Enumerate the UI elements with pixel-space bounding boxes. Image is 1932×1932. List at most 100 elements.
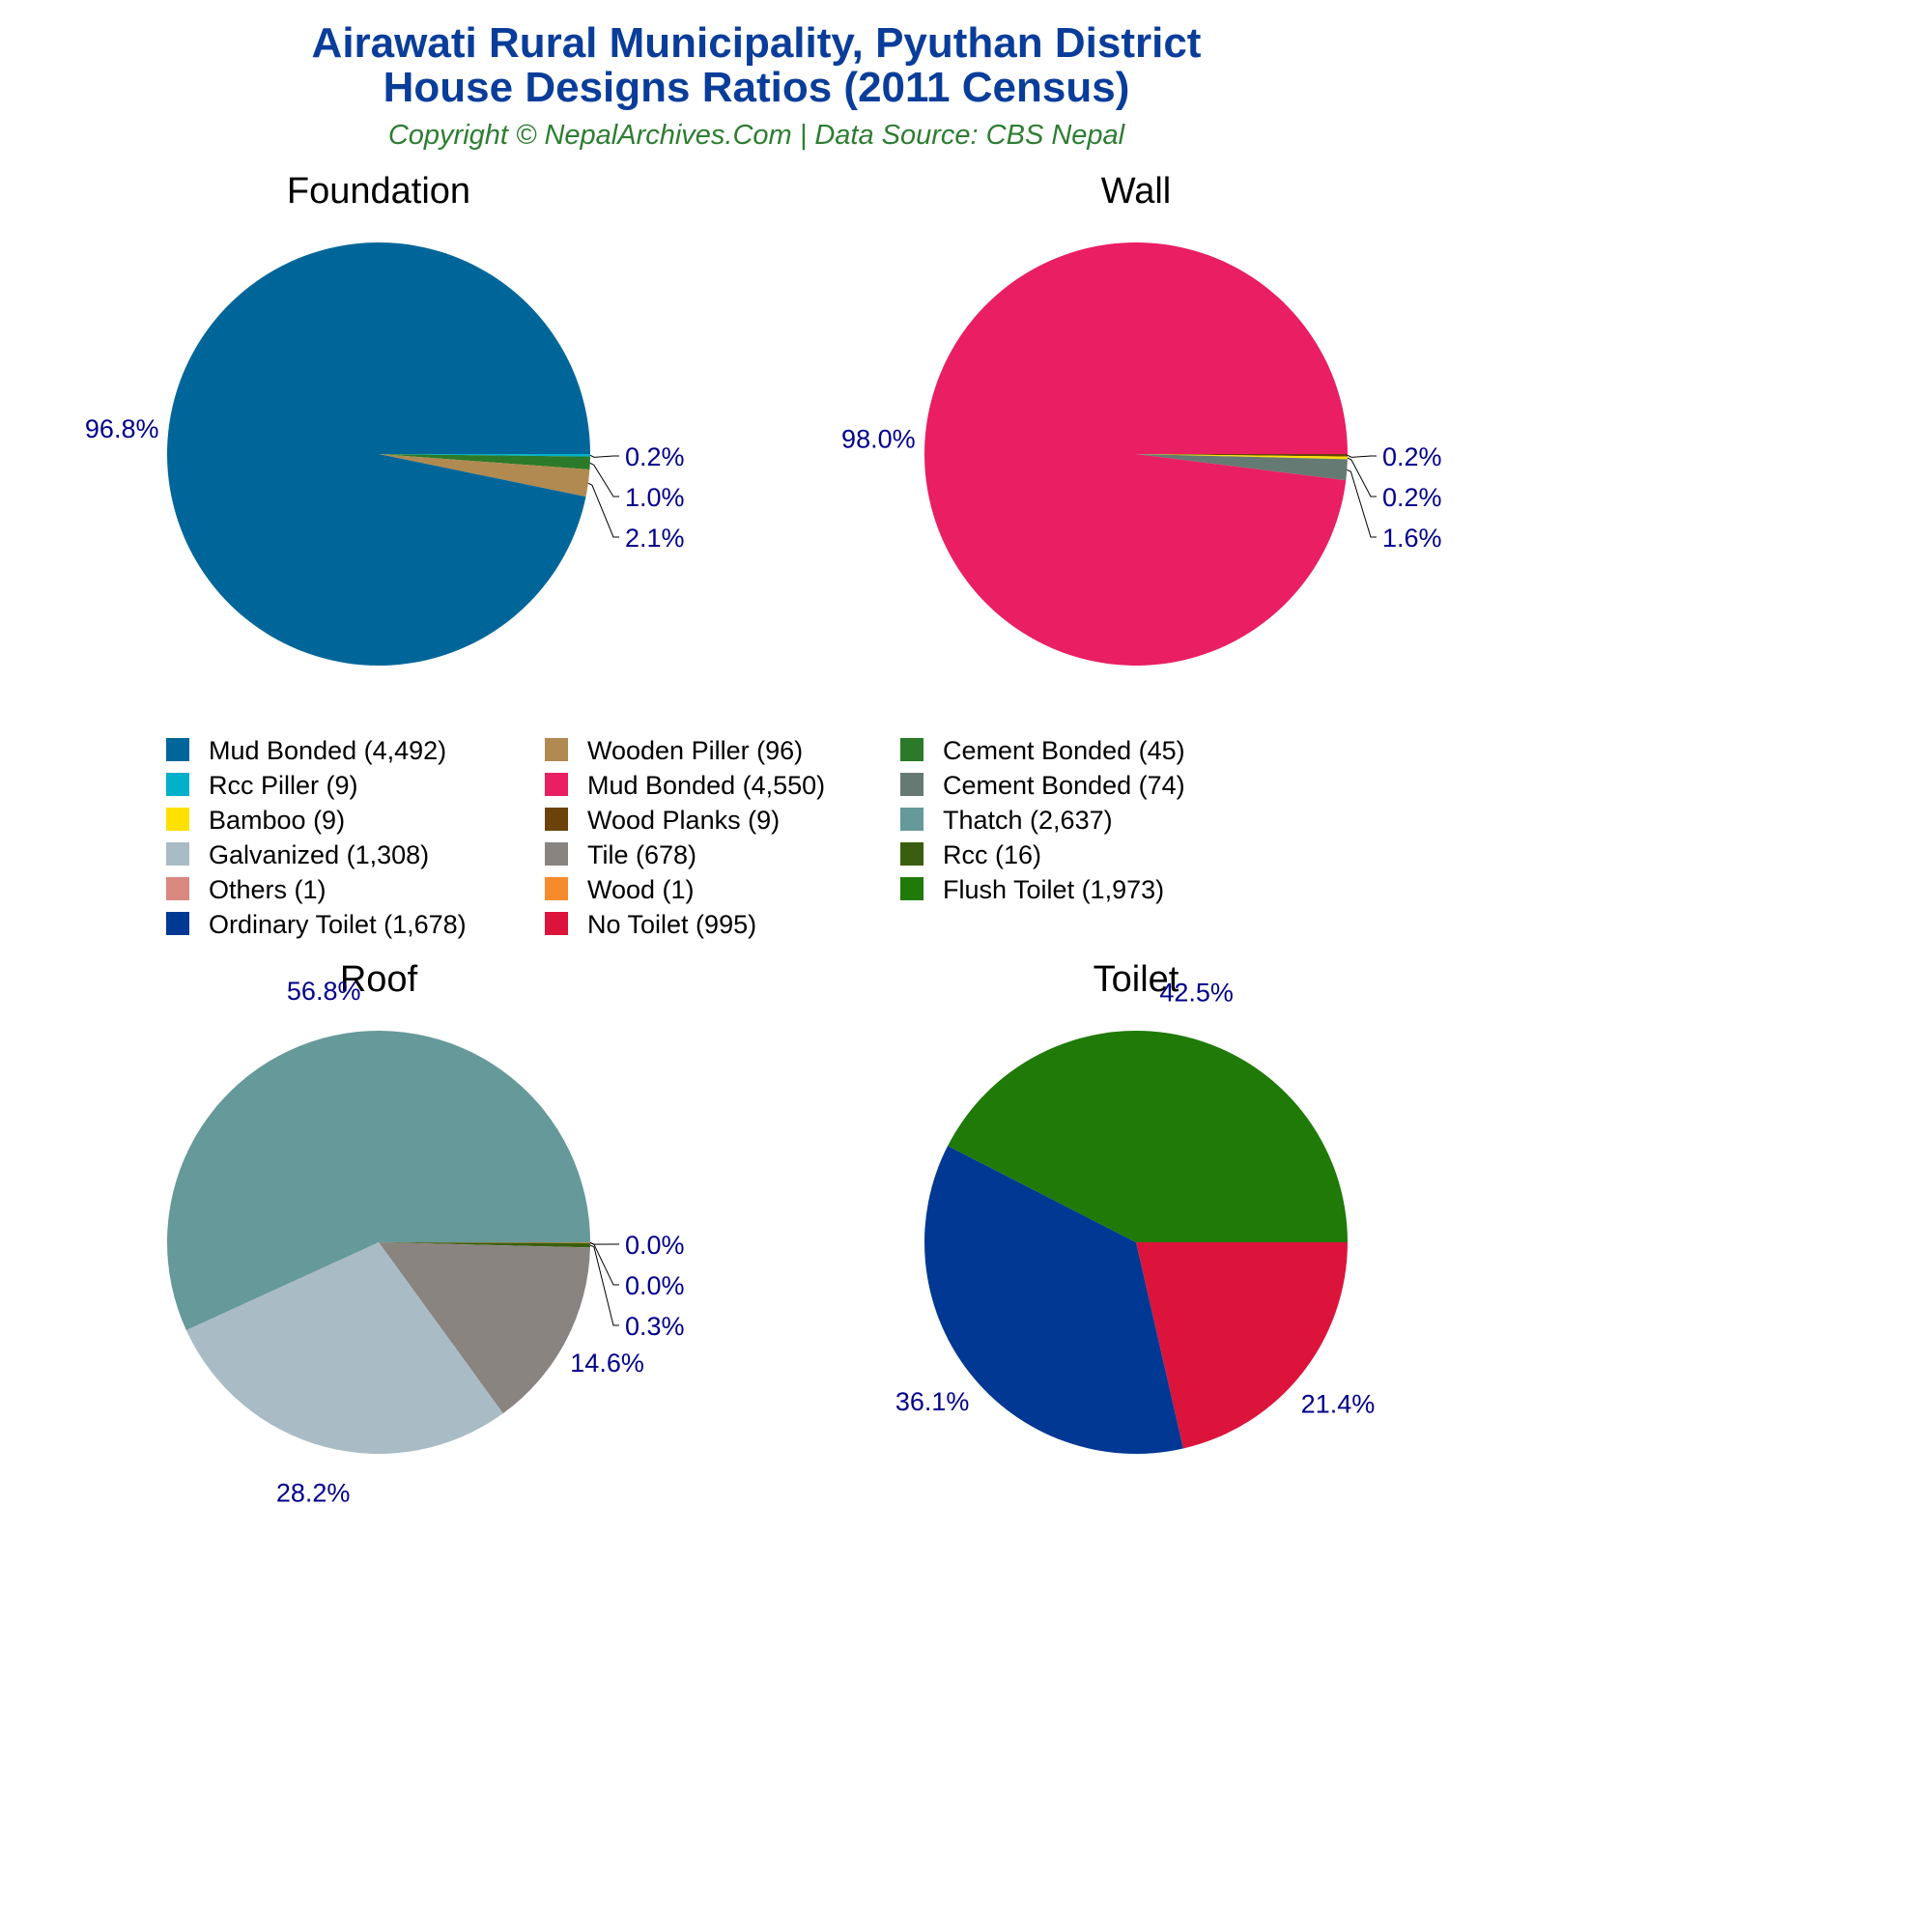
pie-percent-label: 2.1% — [625, 524, 685, 553]
pie-slice — [923, 1146, 1183, 1454]
legend-label: Wood (1) — [587, 875, 695, 904]
leader-line — [1347, 454, 1377, 458]
leader-line — [1347, 469, 1377, 538]
leader-line — [587, 482, 619, 538]
pie-slice — [1136, 454, 1348, 481]
legend-item: Wooden Piller (96) — [545, 736, 803, 765]
chart-title-line2: House Designs Ratios (2011 Census) — [383, 64, 1130, 111]
legend-item: Flush Toilet (1,973) — [900, 875, 1164, 904]
legend-item: Rcc (16) — [900, 840, 1041, 869]
leader-line — [589, 454, 619, 458]
legend-label: Ordinary Toilet (1,678) — [209, 910, 467, 939]
pie-percent-label: 36.1% — [895, 1387, 970, 1416]
legend-item: Others (1) — [166, 875, 327, 904]
pie-slice — [1136, 454, 1348, 460]
pie-slice — [379, 1242, 590, 1243]
legend-label: Wooden Piller (96) — [587, 736, 803, 765]
pie-charts: Foundation 0.2% 1.0% 2.1% 96.8% Wall 0.2% 0.2% 1… — [85, 171, 1442, 1507]
legend-label: Galvanized (1,308) — [209, 840, 429, 869]
pie-percent-label: 42.5% — [1159, 978, 1234, 1007]
legend-swatch — [166, 808, 189, 831]
leader-line — [589, 1241, 619, 1245]
legend-item: Wood (1) — [545, 875, 695, 904]
pie-roof: Roof 0.0% 0.0% 0.3% 14.6% 28.2% 56.8% — [166, 959, 685, 1507]
pie-percent-label: 0.2% — [625, 442, 685, 471]
pie-slice — [185, 1242, 503, 1454]
pie-percent-label: 56.8% — [287, 977, 361, 1006]
legend-label: Tile (678) — [587, 840, 696, 869]
legend-item: Mud Bonded (4,550) — [545, 771, 825, 800]
legend-item: Thatch (2,637) — [900, 806, 1113, 835]
pie-percent-label: 1.6% — [1382, 524, 1442, 553]
pie-title: Roof — [340, 959, 418, 1000]
legend-label: Mud Bonded (4,492) — [209, 736, 446, 765]
pie-percent-label: 21.4% — [1301, 1390, 1376, 1419]
legend-item: Cement Bonded (74) — [900, 771, 1185, 800]
legend-swatch — [545, 808, 568, 831]
pie-percent-label: 98.0% — [841, 424, 916, 453]
legend-label: Others (1) — [209, 875, 327, 904]
legend-label: Cement Bonded (74) — [943, 771, 1185, 800]
pie-slice — [166, 242, 590, 666]
pie-percent-label: 0.3% — [625, 1312, 685, 1341]
legend-swatch — [545, 738, 568, 761]
legend-label: Cement Bonded (45) — [943, 736, 1185, 765]
legend-label: Rcc Piller (9) — [209, 771, 358, 800]
legend-item: Rcc Piller (9) — [166, 771, 358, 800]
legend-item: Tile (678) — [545, 840, 696, 869]
legend-item: No Toilet (995) — [545, 910, 756, 939]
legend-label: Wood Planks (9) — [587, 806, 780, 835]
legend-swatch — [545, 912, 568, 935]
legend-swatch — [900, 808, 923, 831]
pie-title: Wall — [1101, 171, 1171, 212]
legend-swatch — [900, 738, 923, 761]
leader-line — [589, 1244, 619, 1326]
legend-swatch — [545, 842, 568, 866]
legend-swatch — [900, 842, 923, 866]
legend-swatch — [900, 773, 923, 796]
pie-slice — [379, 454, 590, 497]
pie-title: Foundation — [287, 171, 470, 212]
legend-item: Mud Bonded (4,492) — [166, 736, 446, 765]
pie-slice — [948, 1030, 1348, 1242]
leader-line — [589, 1241, 619, 1286]
legend-swatch — [166, 877, 189, 900]
pie-percent-label: 0.2% — [1382, 483, 1442, 512]
pie-slice — [379, 1242, 590, 1414]
legend-swatch — [166, 842, 189, 866]
chart-subtitle: Copyright © NepalArchives.Com | Data Sou… — [387, 120, 1125, 151]
legend-swatch — [166, 738, 189, 761]
leader-line — [1347, 457, 1377, 497]
pie-slice — [379, 454, 590, 457]
legend-item: Wood Planks (9) — [545, 806, 780, 835]
pie-slice — [1136, 454, 1348, 457]
legend-label: Flush Toilet (1,973) — [943, 875, 1164, 904]
pie-percent-label: 0.0% — [625, 1271, 685, 1300]
legend-swatch — [166, 773, 189, 796]
pie-slice — [379, 454, 590, 469]
pie-percent-label: 14.6% — [570, 1349, 644, 1378]
leader-line — [589, 462, 619, 497]
pie-percent-label: 28.2% — [276, 1478, 351, 1507]
pie-slice — [379, 1242, 590, 1248]
legend-item: Galvanized (1,308) — [166, 840, 429, 869]
chart-title-line1: Airawati Rural Municipality, Pyuthan Dis… — [311, 19, 1202, 67]
legend-label: Rcc (16) — [943, 840, 1041, 869]
legend-swatch — [166, 912, 189, 935]
legend-label: Bamboo (9) — [209, 806, 345, 835]
pie-slice — [923, 242, 1348, 667]
legend-swatch — [545, 877, 568, 900]
legend-item: Bamboo (9) — [166, 806, 345, 835]
legend-label: Mud Bonded (4,550) — [587, 771, 825, 800]
legend-item: Ordinary Toilet (1,678) — [166, 910, 467, 939]
legend-label: Thatch (2,637) — [943, 806, 1113, 835]
pie-toilet: Toilet 21.4% 36.1% 42.5% — [895, 959, 1375, 1454]
legend-label: No Toilet (995) — [587, 910, 756, 939]
pie-percent-label: 96.8% — [85, 414, 159, 443]
pie-percent-label: 0.2% — [1382, 442, 1442, 471]
pie-wall: Wall 0.2% 0.2% 1.6% 98.0% — [841, 171, 1442, 667]
pie-slice — [1136, 1242, 1348, 1449]
legend-item: Cement Bonded (45) — [900, 736, 1185, 765]
pie-percent-label: 1.0% — [625, 483, 685, 512]
legend-swatch — [900, 877, 923, 900]
